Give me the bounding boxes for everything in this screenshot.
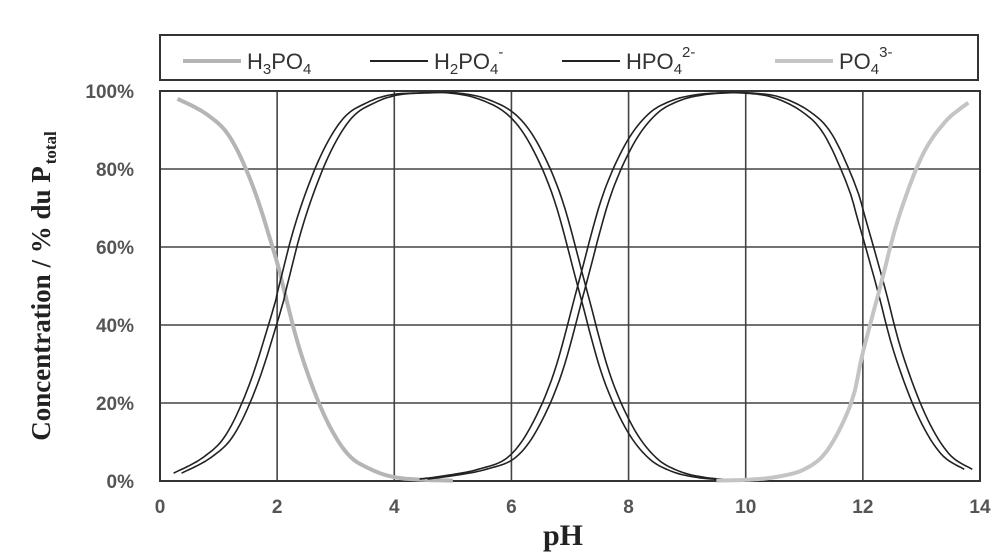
series-3-line <box>716 101 970 483</box>
series-0-curve <box>176 97 453 483</box>
legend-label-1: H2PO4- <box>434 44 503 78</box>
x-tick-labels: 0 2 4 6 8 10 12 14 <box>155 497 991 518</box>
series-1-line-b <box>181 91 750 482</box>
y-tick-label-1: 20% <box>96 394 134 415</box>
y-axis-title: Concentration / % du P total <box>26 131 60 441</box>
x-tick-label-3: 6 <box>506 497 517 518</box>
legend-label-2: HPO42- <box>626 44 695 78</box>
legend-label-0: H3PO4 <box>247 49 311 78</box>
x-tick-label-6: 12 <box>852 497 873 518</box>
x-axis-title: pH <box>543 519 583 552</box>
series-2-line-b <box>427 91 973 480</box>
y-axis-title-subscript: total <box>41 131 60 164</box>
y-tick-label-5: 100% <box>85 82 134 103</box>
x-tick-label-5: 10 <box>735 497 756 518</box>
x-tick-label-0: 0 <box>155 497 166 518</box>
x-tick-label-2: 4 <box>389 497 400 518</box>
legend-label-3: PO43- <box>839 44 892 78</box>
series-0-line <box>176 97 453 483</box>
y-tick-label-0: 0% <box>107 472 135 493</box>
series-1-line-a <box>173 91 742 482</box>
legend-box <box>159 34 979 81</box>
x-tick-label-7: 14 <box>969 497 991 518</box>
series-2-line-a <box>419 91 965 480</box>
x-tick-label-1: 2 <box>272 497 283 518</box>
series-lines <box>173 91 973 483</box>
plot-area-frame <box>159 90 981 482</box>
y-tick-labels: 0% 20% 40% 60% 80% 100% <box>85 82 134 493</box>
x-tick-label-4: 8 <box>623 497 634 518</box>
series-3-curve <box>716 101 970 483</box>
y-tick-label-4: 80% <box>96 160 134 181</box>
y-tick-label-2: 40% <box>96 316 134 337</box>
series-1-curve <box>173 91 750 482</box>
legend: H3PO4 H2PO4- HPO42- PO43- <box>159 34 979 81</box>
y-axis-title-main: Concentration / % du P <box>26 166 56 441</box>
legend-entries: H3PO4 H2PO4- HPO42- PO43- <box>183 44 892 78</box>
series-2-curve <box>419 91 973 480</box>
y-tick-label-3: 60% <box>96 238 134 259</box>
